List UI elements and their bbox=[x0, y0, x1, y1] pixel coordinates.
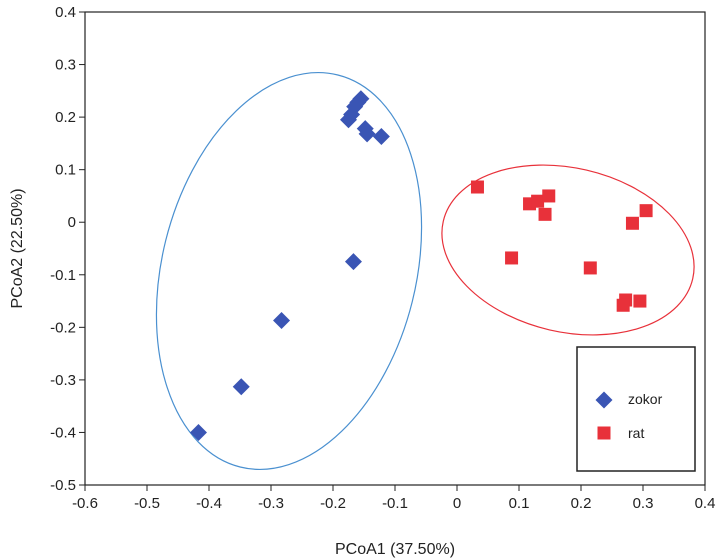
point-rat bbox=[633, 294, 647, 308]
x-tick-label: 0.2 bbox=[571, 495, 592, 512]
legend-label-rat: rat bbox=[628, 425, 644, 441]
y-tick-label: 0 bbox=[68, 214, 76, 231]
point-zokor bbox=[232, 378, 250, 396]
point-rat bbox=[505, 251, 519, 265]
y-tick-label: 0.4 bbox=[55, 4, 76, 21]
y-tick-label: 0.1 bbox=[55, 162, 76, 179]
x-axis-ticks: -0.6 -0.5 -0.4 -0.3 -0.2 -0.1 0 0.1 0.2 0.3 0.4 bbox=[72, 485, 715, 512]
x-tick-label: 0.3 bbox=[633, 495, 654, 512]
x-tick-label: -0.6 bbox=[72, 495, 98, 512]
legend: zokor rat bbox=[576, 346, 696, 472]
x-axis-title: PCoA1 (37.50%) bbox=[335, 541, 455, 558]
y-tick-label: -0.1 bbox=[50, 267, 76, 284]
x-tick-label: -0.5 bbox=[134, 495, 160, 512]
legend-box bbox=[576, 346, 696, 472]
ellipse-rat bbox=[441, 164, 695, 336]
y-tick-label: -0.4 bbox=[50, 424, 76, 441]
y-axis-ticks: -0.5 -0.4 -0.3 -0.2 -0.1 0 0.1 0.2 0.3 0.4 bbox=[50, 4, 85, 494]
confidence-ellipses bbox=[155, 72, 695, 470]
point-rat bbox=[470, 180, 484, 194]
point-rat bbox=[583, 261, 597, 275]
x-tick-label: -0.1 bbox=[382, 495, 408, 512]
point-zokor bbox=[273, 312, 291, 330]
y-tick-label: 0.3 bbox=[55, 57, 76, 74]
point-rat bbox=[616, 298, 630, 312]
legend-marker-zokor bbox=[595, 391, 613, 409]
legend-label-zokor: zokor bbox=[628, 391, 663, 407]
point-rat bbox=[625, 216, 639, 230]
point-rat bbox=[538, 207, 552, 221]
x-tick-label: 0.1 bbox=[509, 495, 530, 512]
point-rat bbox=[542, 189, 556, 203]
data-points bbox=[189, 90, 653, 441]
ellipse-zokor bbox=[155, 72, 423, 470]
point-zokor bbox=[372, 128, 390, 146]
point-rat bbox=[531, 194, 545, 208]
x-tick-label: -0.2 bbox=[320, 495, 346, 512]
legend-marker-rat bbox=[597, 426, 611, 440]
y-tick-label: -0.5 bbox=[50, 477, 76, 494]
x-tick-label: 0.4 bbox=[695, 495, 716, 512]
x-tick-label: -0.3 bbox=[258, 495, 284, 512]
y-tick-label: 0.2 bbox=[55, 109, 76, 126]
point-zokor bbox=[344, 253, 362, 271]
point-rat bbox=[639, 204, 653, 218]
point-zokor bbox=[340, 111, 357, 129]
y-tick-label: -0.2 bbox=[50, 319, 76, 336]
x-tick-label: 0 bbox=[453, 495, 461, 512]
y-axis-title: PCoA2 (22.50%) bbox=[9, 188, 26, 308]
y-tick-label: -0.3 bbox=[50, 372, 76, 389]
point-zokor bbox=[189, 423, 207, 441]
point-zokor bbox=[358, 125, 376, 143]
x-tick-label: -0.4 bbox=[196, 495, 222, 512]
